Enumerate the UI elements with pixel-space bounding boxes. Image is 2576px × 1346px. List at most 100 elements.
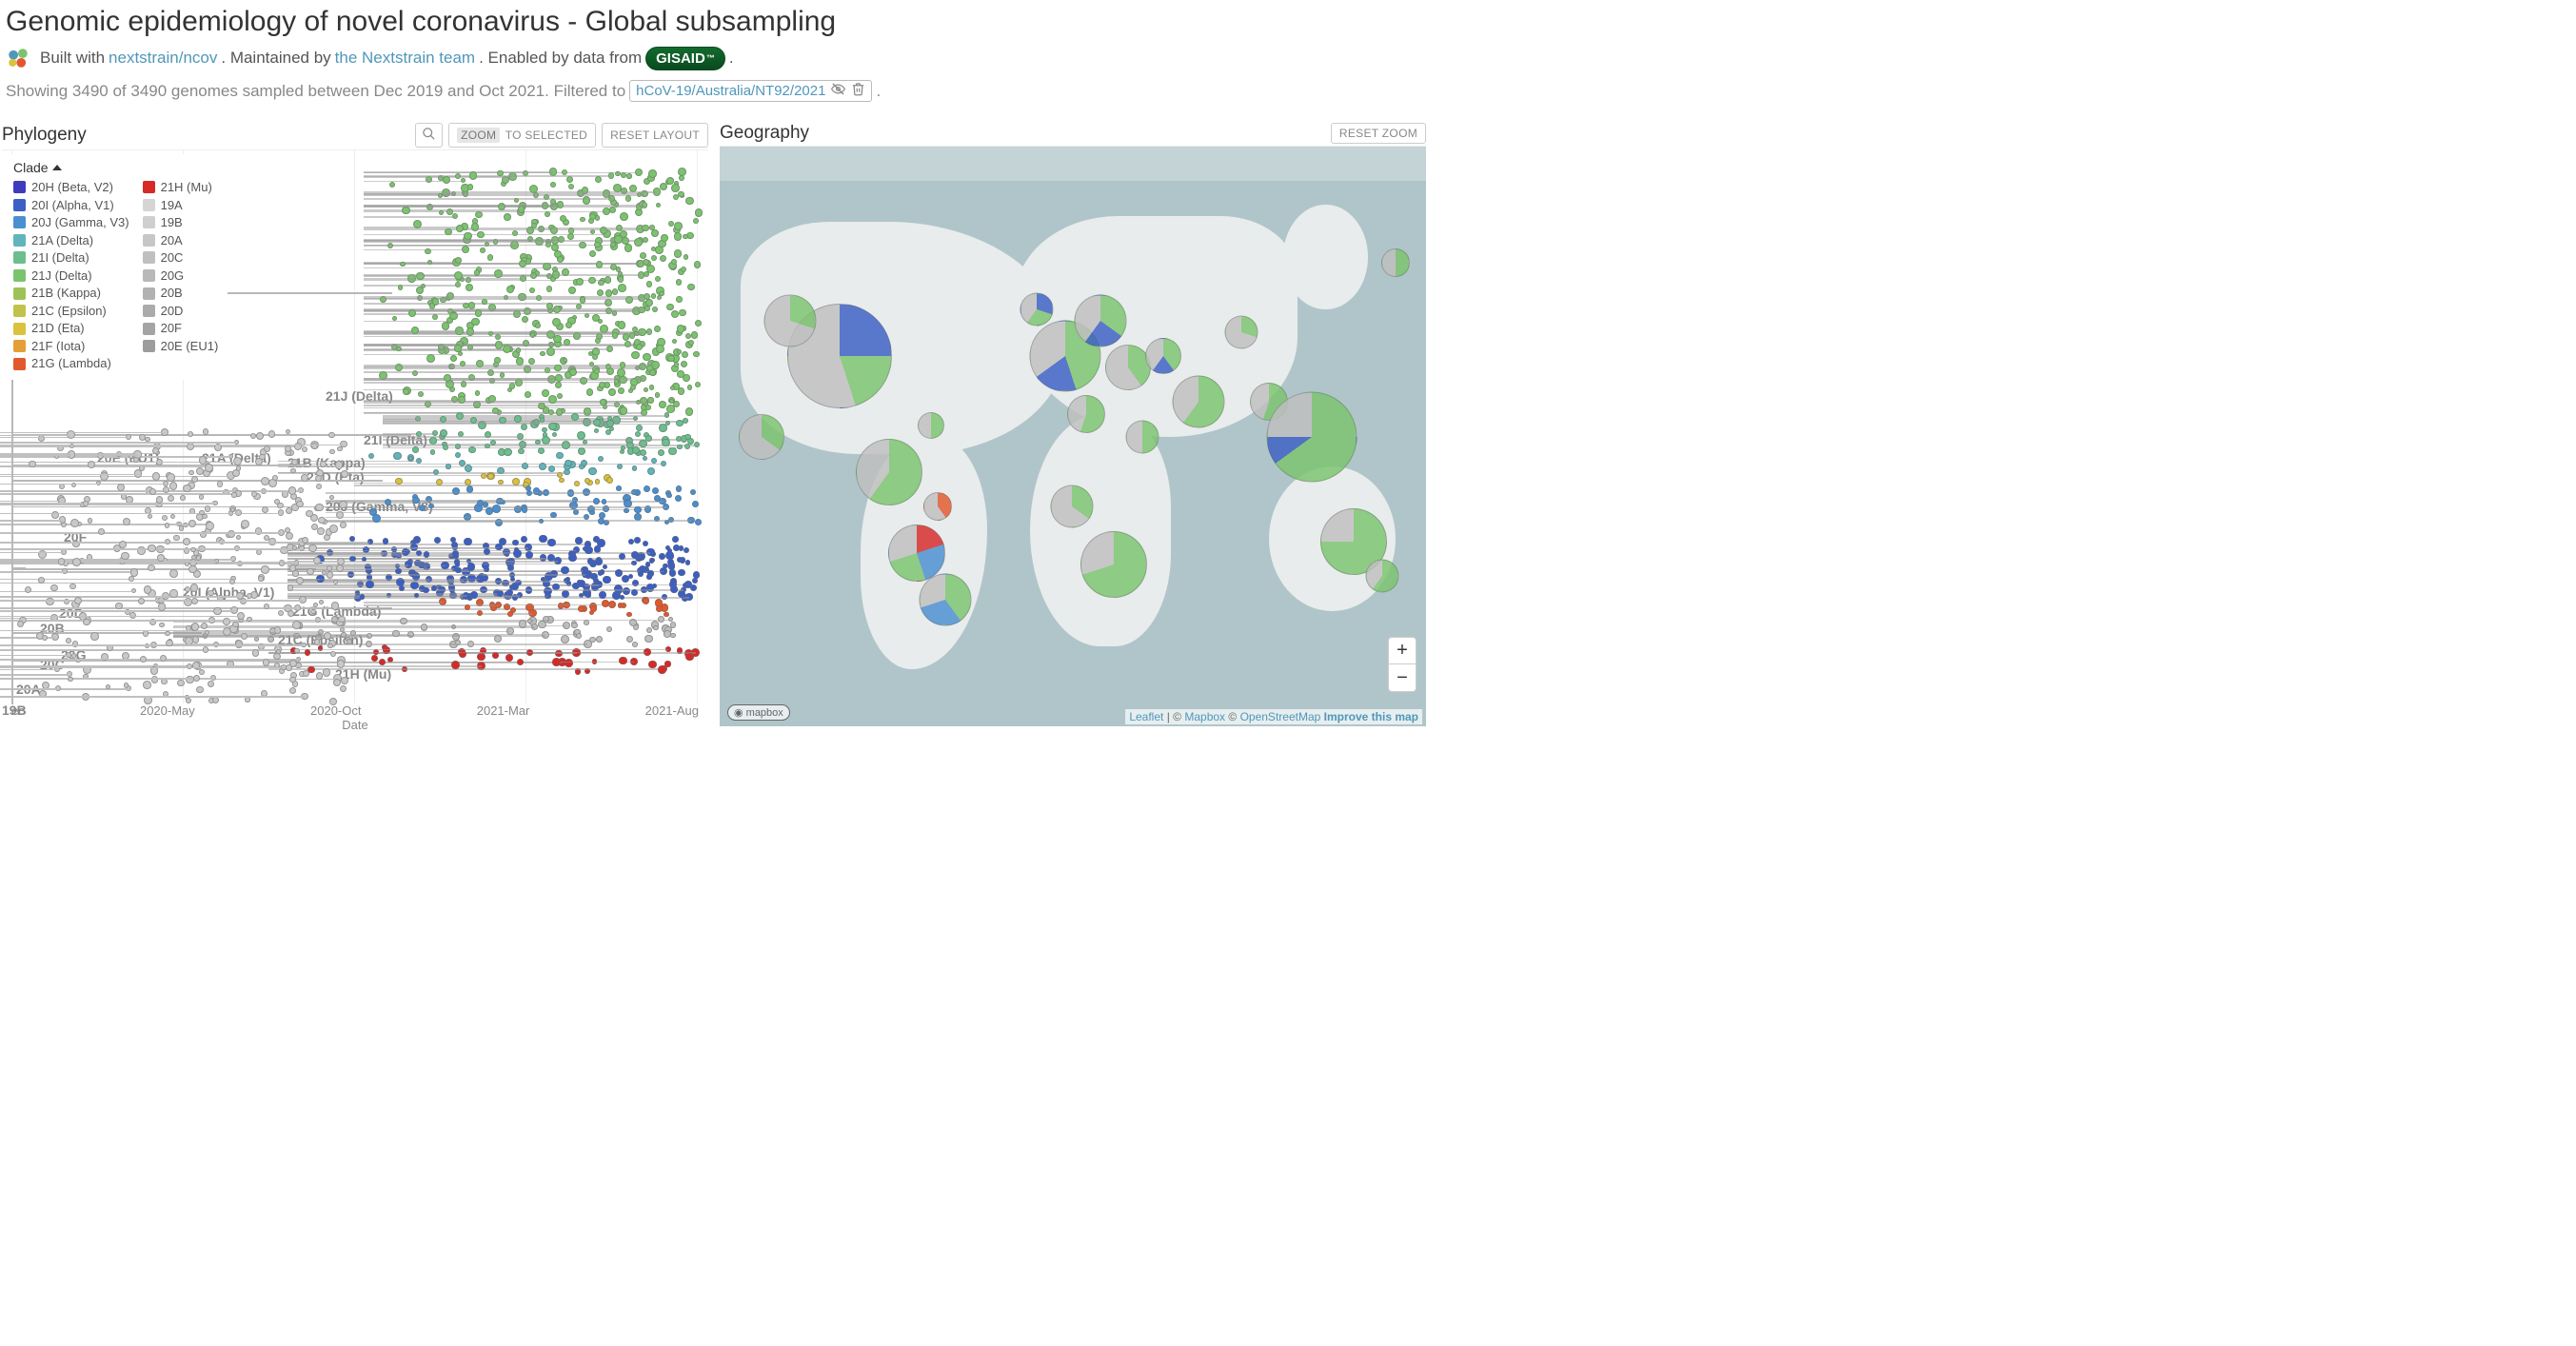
tree-tip[interactable] <box>651 247 656 251</box>
tree-tip[interactable] <box>677 349 682 354</box>
tree-tip[interactable] <box>590 573 598 581</box>
tree-tip[interactable] <box>555 382 562 388</box>
map-zoom-in-button[interactable]: + <box>1389 638 1416 664</box>
tree-tip[interactable] <box>658 616 664 623</box>
tree-tip[interactable] <box>614 235 623 244</box>
tree-tip[interactable] <box>589 610 594 615</box>
tree-tip[interactable] <box>169 482 178 490</box>
tree-tip[interactable] <box>589 250 596 257</box>
reset-zoom-button[interactable]: RESET ZOOM <box>1331 123 1426 144</box>
tree-tip[interactable] <box>692 501 699 507</box>
tree-tip[interactable] <box>443 176 450 184</box>
tree-tip[interactable] <box>285 445 292 453</box>
tree-tip[interactable] <box>597 289 604 296</box>
tree-tip[interactable] <box>666 304 674 311</box>
tree-tip[interactable] <box>428 504 433 508</box>
tree-tip[interactable] <box>292 621 301 629</box>
tree-tip[interactable] <box>506 589 513 596</box>
tree-tip[interactable] <box>562 169 567 175</box>
tree-tip[interactable] <box>477 610 483 616</box>
tree-tip[interactable] <box>303 670 309 677</box>
tree-tip[interactable] <box>652 307 658 312</box>
tree-tip[interactable] <box>638 571 644 577</box>
map-pie[interactable] <box>1020 292 1054 326</box>
tree-tip[interactable] <box>578 605 585 612</box>
tree-tip[interactable] <box>595 176 602 183</box>
tree-tip[interactable] <box>550 512 556 518</box>
tree-tip[interactable] <box>395 478 402 485</box>
tree-tip[interactable] <box>668 563 675 569</box>
tree-tip[interactable] <box>619 657 627 665</box>
tree-tip[interactable] <box>668 221 674 227</box>
tree-tip[interactable] <box>169 589 177 597</box>
tree-tip[interactable] <box>165 523 170 528</box>
tree-tip[interactable] <box>25 586 32 594</box>
tree-tip[interactable] <box>177 680 185 687</box>
tree-tip[interactable] <box>445 228 451 235</box>
tree-tip[interactable] <box>68 677 72 682</box>
tree-tip[interactable] <box>205 464 213 472</box>
tree-tip[interactable] <box>682 351 688 358</box>
tree-tip[interactable] <box>618 284 626 292</box>
tree-tip[interactable] <box>340 685 347 692</box>
tree-tip[interactable] <box>518 448 524 454</box>
tree-tip[interactable] <box>669 569 676 576</box>
tree-tip[interactable] <box>208 590 213 596</box>
tree-tip[interactable] <box>542 389 548 396</box>
tree-tip[interactable] <box>203 646 208 652</box>
tree-tip[interactable] <box>603 576 611 584</box>
tree-tip[interactable] <box>140 656 147 663</box>
tree-tip[interactable] <box>528 358 535 365</box>
tree-tip[interactable] <box>98 528 105 535</box>
tree-tip[interactable] <box>565 659 573 667</box>
tree-tip[interactable] <box>676 485 682 491</box>
legend-item[interactable]: 20A <box>143 232 219 249</box>
tree-tip[interactable] <box>180 495 186 501</box>
tree-tip[interactable] <box>598 570 604 576</box>
tree-tip[interactable] <box>119 541 127 548</box>
tree-tip[interactable] <box>232 622 238 627</box>
tree-tip[interactable] <box>648 169 657 178</box>
tree-tip[interactable] <box>588 467 597 476</box>
tree-tip[interactable] <box>42 635 49 642</box>
tree-tip[interactable] <box>685 653 694 662</box>
tree-tip[interactable] <box>554 365 561 371</box>
tree-tip[interactable] <box>671 310 679 318</box>
tree-tip[interactable] <box>400 262 405 267</box>
tree-tip[interactable] <box>664 630 670 637</box>
tree-tip[interactable] <box>646 627 652 633</box>
tree-tip[interactable] <box>629 185 637 192</box>
gisaid-badge[interactable]: GISAID™ <box>645 47 725 70</box>
tree-tip[interactable] <box>292 570 298 576</box>
tree-tip[interactable] <box>597 539 605 547</box>
tree-tip[interactable] <box>258 576 264 582</box>
tree-tip[interactable] <box>318 517 325 524</box>
tree-tip[interactable] <box>396 346 401 351</box>
tree-tip[interactable] <box>286 532 293 540</box>
tree-tip[interactable] <box>592 354 598 360</box>
tree-tip[interactable] <box>360 594 365 599</box>
tree-tip[interactable] <box>619 376 627 385</box>
tree-tip[interactable] <box>602 600 609 607</box>
tree-tip[interactable] <box>183 485 190 492</box>
legend-item[interactable]: 21J (Delta) <box>13 267 129 285</box>
tree-tip[interactable] <box>330 651 336 657</box>
tree-tip[interactable] <box>317 527 325 535</box>
tree-tip[interactable] <box>605 429 611 435</box>
tree-tip[interactable] <box>152 472 160 480</box>
tree-tip[interactable] <box>475 211 482 218</box>
tree-tip[interactable] <box>569 368 577 376</box>
tree-tip[interactable] <box>366 581 373 588</box>
tree-tip[interactable] <box>525 551 533 559</box>
legend-item[interactable]: 21C (Epsilon) <box>13 303 129 320</box>
tree-tip[interactable] <box>504 213 511 221</box>
tree-tip[interactable] <box>646 574 651 579</box>
tree-tip[interactable] <box>589 510 595 516</box>
tree-tip[interactable] <box>514 415 522 423</box>
tree-tip[interactable] <box>328 432 335 439</box>
tree-tip[interactable] <box>618 276 624 283</box>
tree-tip[interactable] <box>442 322 449 329</box>
tree-tip[interactable] <box>278 610 284 616</box>
map-zoom-out-button[interactable]: − <box>1389 664 1416 691</box>
tree-tip[interactable] <box>624 341 631 347</box>
